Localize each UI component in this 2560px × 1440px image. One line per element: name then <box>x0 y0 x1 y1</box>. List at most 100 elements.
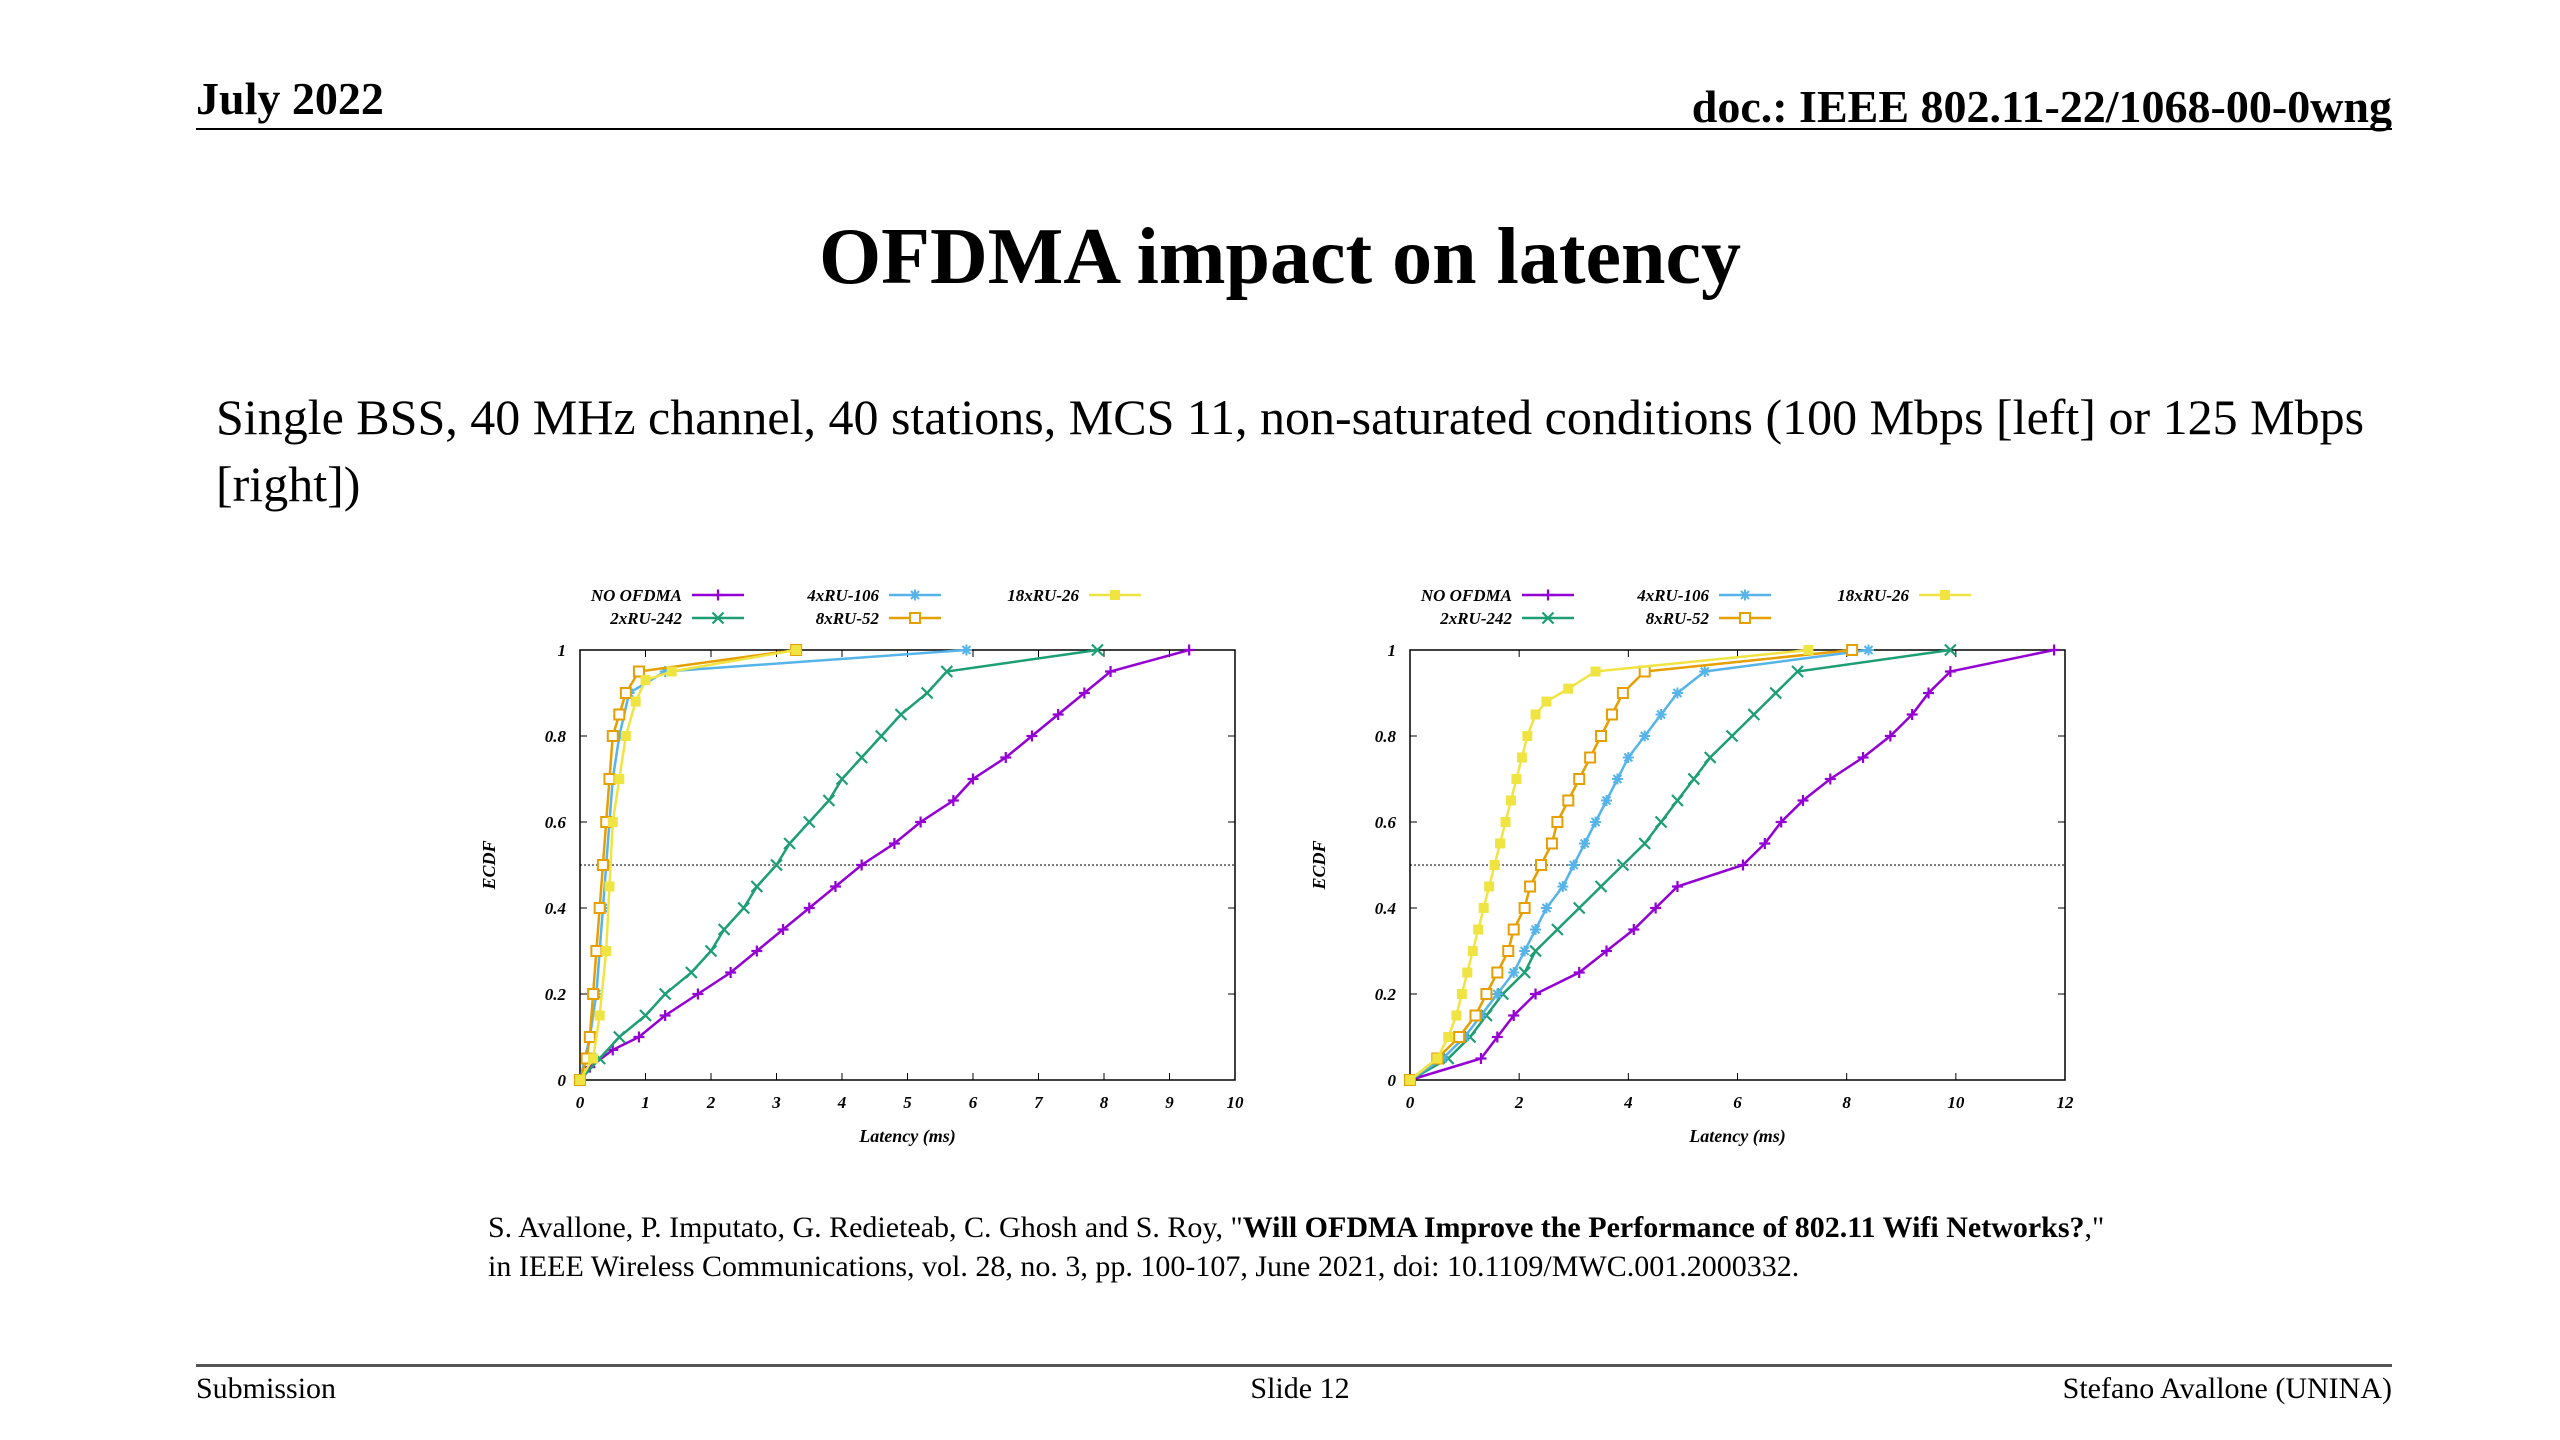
data-point-8xru-52 <box>1535 859 1547 871</box>
data-point-8xru-52 <box>583 1031 596 1043</box>
data-point-18xru-26 <box>1473 924 1484 935</box>
data-point-2xru-242 <box>1671 794 1684 807</box>
x-tick-label: 4 <box>1623 1093 1633 1112</box>
data-point-no-ofdma <box>1183 644 1195 656</box>
y-tick-label: 0.2 <box>1375 985 1397 1004</box>
data-point-no-ofdma <box>1737 859 1749 871</box>
y-tick-label: 0.8 <box>1375 727 1397 746</box>
data-point-4xru-106 <box>1639 730 1651 742</box>
data-point-8xru-52 <box>596 859 609 871</box>
legend-label: NO OFDMA <box>590 586 682 605</box>
data-point-2xru-242 <box>1091 643 1104 657</box>
data-point-2xru-242 <box>1791 665 1804 678</box>
legend-marker <box>1940 590 1950 600</box>
data-point-18xru-26 <box>1489 860 1500 870</box>
legend-label: 2xRU-242 <box>609 609 682 628</box>
data-point-no-ofdma <box>1671 881 1683 892</box>
data-point-no-ofdma <box>1052 709 1064 720</box>
data-point-2xru-242 <box>1551 923 1564 936</box>
series-no-ofdma <box>1404 644 2060 1086</box>
data-point-no-ofdma <box>1491 1031 1503 1043</box>
data-point-18xru-26 <box>1563 683 1574 694</box>
data-point-4xru-106 <box>613 730 625 742</box>
data-point-no-ofdma <box>1105 666 1117 677</box>
y-tick-label: 0 <box>558 1071 567 1090</box>
data-point-no-ofdma <box>1759 838 1771 849</box>
x-axis-label: Latency (ms) <box>1688 1126 1785 1147</box>
footer-submission: Submission <box>196 1372 337 1405</box>
data-point-2xru-242 <box>613 1030 626 1044</box>
y-tick-label: 0.8 <box>545 727 567 746</box>
data-point-8xru-52 <box>1518 902 1531 914</box>
x-tick-label: 7 <box>1034 1093 1044 1112</box>
data-point-18xru-26 <box>1495 838 1506 849</box>
data-point-4xru-106 <box>1568 859 1580 871</box>
data-point-18xru-26 <box>1803 645 1814 655</box>
series-line-4xru-106 <box>578 648 967 1081</box>
x-tick-label: 6 <box>1733 1093 1742 1112</box>
x-tick-label: 1 <box>641 1093 650 1112</box>
data-point-18xru-26 <box>620 731 631 741</box>
data-point-4xru-106 <box>1557 881 1569 892</box>
data-point-no-ofdma <box>2048 644 2060 656</box>
data-point-2xru-242 <box>737 901 751 915</box>
x-tick-label: 0 <box>576 1093 585 1112</box>
series-18xru-26 <box>575 645 802 1085</box>
footer-author: Stefano Avallone (UNINA) <box>2062 1372 2392 1405</box>
legend-label: 18xRU-26 <box>1007 586 1079 605</box>
header-doc-id: doc.: IEEE 802.11-22/1068-00-0wng <box>1691 81 2392 132</box>
legend-label: 18xRU-26 <box>1837 586 1909 605</box>
data-point-no-ofdma <box>751 945 763 957</box>
x-tick-label: 3 <box>771 1093 781 1112</box>
data-point-no-ofdma <box>888 838 900 849</box>
data-point-4xru-106 <box>1601 795 1612 806</box>
data-point-2xru-242 <box>639 1009 652 1022</box>
data-point-2xru-242 <box>920 686 934 700</box>
data-point-no-ofdma <box>1078 687 1090 699</box>
data-point-2xru-242 <box>1747 708 1761 721</box>
data-point-no-ofdma <box>856 859 868 871</box>
citation-title: Will OFDMA Improve the Performance of 80… <box>1242 1211 2085 1244</box>
data-point-no-ofdma <box>1026 730 1038 742</box>
data-point-8xru-52 <box>619 687 632 699</box>
data-point-no-ofdma <box>1601 945 1612 957</box>
data-point-no-ofdma <box>1906 709 1918 720</box>
footer-slide-number: Slide 12 <box>1250 1372 1350 1405</box>
data-point-18xru-26 <box>791 645 802 655</box>
x-tick-label: 12 <box>2057 1093 2075 1112</box>
data-point-2xru-242 <box>940 665 954 678</box>
y-axis-label: ECDF <box>1309 840 1329 890</box>
data-point-8xru-52 <box>1551 816 1564 828</box>
data-point-no-ofdma <box>947 795 959 806</box>
data-point-18xru-26 <box>1505 795 1516 806</box>
data-point-18xru-26 <box>1443 1032 1454 1042</box>
legend-marker <box>1542 589 1554 601</box>
data-point-18xru-26 <box>1511 774 1522 784</box>
data-point-18xru-26 <box>1484 881 1495 892</box>
data-point-no-ofdma <box>1857 752 1869 763</box>
data-point-8xru-52 <box>606 730 619 742</box>
data-point-2xru-242 <box>1594 880 1608 893</box>
y-tick-label: 0.4 <box>1375 899 1396 918</box>
data-point-4xru-106 <box>1611 773 1623 785</box>
data-point-18xru-26 <box>604 881 615 892</box>
ecdf-chart-svg: 0 2 4 6 8 10 12 0 0.2 0.4 0.6 0.8 1 Latency (ms) ECDF N… <box>1309 586 2075 1147</box>
legend-label: 4xRU-106 <box>806 586 879 605</box>
data-point-no-ofdma <box>1797 795 1809 806</box>
legend-marker <box>711 611 725 625</box>
citation: S. Avallone, P. Imputato, G. Redieteab, … <box>488 1208 2128 1286</box>
data-point-2xru-242 <box>704 944 718 958</box>
data-point-18xru-26 <box>640 675 651 686</box>
data-point-8xru-52 <box>1545 837 1558 850</box>
data-point-8xru-52 <box>632 665 645 678</box>
y-tick-label: 0.4 <box>545 899 566 918</box>
data-point-8xru-52 <box>1573 773 1586 785</box>
data-point-no-ofdma <box>1475 1053 1487 1064</box>
chart-right: 0 2 4 6 8 10 12 0 0.2 0.4 0.6 0.8 1 Latency (ms) ECDF N… <box>1275 575 2115 1165</box>
data-point-4xru-106 <box>1590 816 1602 828</box>
data-point-no-ofdma <box>633 1031 645 1043</box>
data-point-4xru-106 <box>960 644 972 656</box>
data-point-4xru-106 <box>659 666 671 677</box>
x-tick-label: 2 <box>1514 1093 1524 1112</box>
data-point-no-ofdma <box>1923 687 1935 699</box>
